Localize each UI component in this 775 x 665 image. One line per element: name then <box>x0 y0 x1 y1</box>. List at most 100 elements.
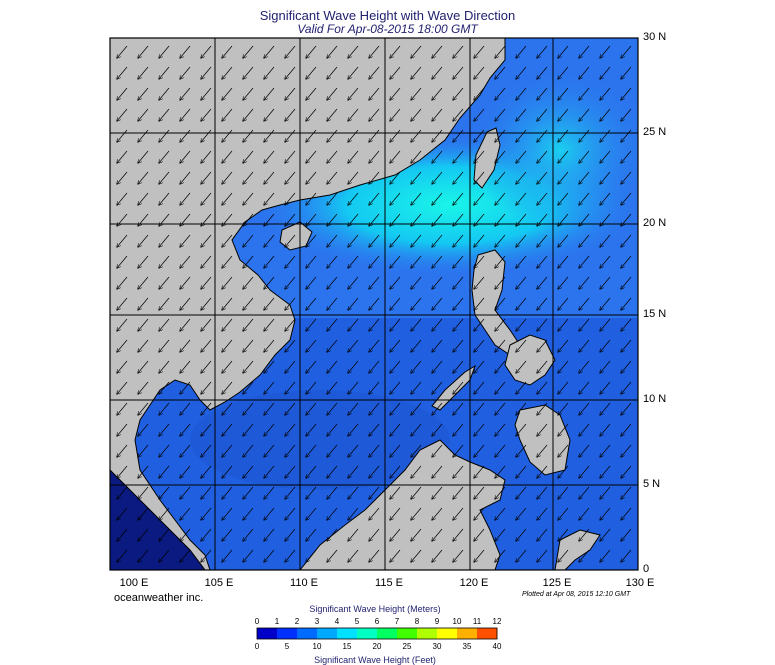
wave-arrow <box>243 381 254 394</box>
wave-arrow <box>327 87 338 100</box>
wave-arrow <box>180 150 191 163</box>
wave-arrow <box>369 360 380 373</box>
wave-arrow <box>264 129 275 142</box>
wave-arrow <box>600 66 611 79</box>
wave-arrow <box>285 213 296 226</box>
wave-arrow <box>558 549 569 562</box>
wave-arrow <box>579 528 590 541</box>
wave-arrow <box>474 87 485 100</box>
wave-arrow <box>453 339 464 352</box>
wave-arrow <box>117 171 128 184</box>
wave-arrow <box>537 234 548 247</box>
wave-arrow <box>579 108 590 121</box>
wave-arrow <box>390 108 401 121</box>
wave-arrow <box>201 444 212 457</box>
legend-tick-meters: 6 <box>374 617 380 626</box>
wave-arrow <box>306 465 317 478</box>
wave-arrow <box>411 465 422 478</box>
wave-arrow <box>117 402 128 415</box>
wave-arrow <box>516 234 527 247</box>
wave-arrow <box>306 87 317 100</box>
wave-arrow <box>621 423 632 436</box>
wave-arrow <box>117 255 128 268</box>
wave-arrow <box>411 444 422 457</box>
wave-arrow <box>117 129 128 142</box>
wave-arrow <box>138 507 149 520</box>
wave-arrow <box>327 381 338 394</box>
lat-label-20n: 20 N <box>643 217 667 229</box>
wave-arrow <box>138 129 149 142</box>
wave-arrow <box>411 318 422 331</box>
wave-arrow <box>222 276 233 289</box>
wave-arrow <box>579 255 590 268</box>
wave-arrow <box>264 171 275 184</box>
wave-arrow <box>117 528 128 541</box>
wave-arrow <box>537 360 548 373</box>
wave-arrow <box>600 129 611 142</box>
wave-arrow <box>558 360 569 373</box>
wave-arrow <box>201 255 212 268</box>
wave-arrow <box>495 381 506 394</box>
wave-arrow <box>537 528 548 541</box>
wave-arrow <box>537 171 548 184</box>
wave-arrow <box>117 45 128 58</box>
wave-arrow <box>348 507 359 520</box>
wave-arrow <box>474 213 485 226</box>
wave-arrow <box>411 150 422 163</box>
wave-arrow <box>579 486 590 499</box>
wave-arrow <box>558 255 569 268</box>
legend-tick-feet: 35 <box>462 642 472 651</box>
wave-arrow <box>537 486 548 499</box>
wave-arrow <box>474 255 485 268</box>
wave-arrow <box>600 423 611 436</box>
wave-arrow <box>243 528 254 541</box>
wave-arrow <box>243 276 254 289</box>
wave-arrow <box>432 360 443 373</box>
wave-arrow <box>348 66 359 79</box>
wave-arrow <box>264 318 275 331</box>
wave-arrow <box>222 381 233 394</box>
wave-arrow <box>453 150 464 163</box>
wave-arrow <box>159 108 170 121</box>
wave-arrow <box>474 171 485 184</box>
land-mainland-asia <box>110 38 506 570</box>
wave-arrow <box>600 360 611 373</box>
wave-arrow <box>390 507 401 520</box>
wave-arrow <box>558 465 569 478</box>
wave-arrow <box>285 486 296 499</box>
wave-arrow <box>453 465 464 478</box>
wave-arrow <box>201 150 212 163</box>
wave-arrow <box>159 234 170 247</box>
wave-arrow <box>117 339 128 352</box>
wave-arrow <box>516 108 527 121</box>
wave-arrow <box>474 66 485 79</box>
wave-arrow <box>453 549 464 562</box>
wave-arrow <box>327 108 338 121</box>
wave-arrow <box>201 276 212 289</box>
wave-arrow <box>180 192 191 205</box>
wave-arrow <box>180 129 191 142</box>
wave-arrow <box>159 297 170 310</box>
wave-arrow <box>117 276 128 289</box>
wave-arrow <box>348 402 359 415</box>
wave-arrow <box>453 423 464 436</box>
wave-arrow <box>201 213 212 226</box>
wave-arrow <box>558 402 569 415</box>
wave-arrow <box>600 318 611 331</box>
wave-arrow <box>327 402 338 415</box>
wave-arrow <box>516 87 527 100</box>
wave-arrow <box>222 297 233 310</box>
wave-arrow <box>201 339 212 352</box>
wave-arrow <box>327 213 338 226</box>
wave-arrow <box>474 192 485 205</box>
wave-arrow <box>159 549 170 562</box>
wave-arrow <box>201 129 212 142</box>
wave-arrow <box>369 66 380 79</box>
wave-arrow <box>537 402 548 415</box>
wave-arrow <box>201 318 212 331</box>
wave-arrow <box>537 423 548 436</box>
wave-arrow <box>537 129 548 142</box>
wave-arrow <box>390 486 401 499</box>
wave-arrow <box>411 108 422 121</box>
wave-arrow <box>159 381 170 394</box>
